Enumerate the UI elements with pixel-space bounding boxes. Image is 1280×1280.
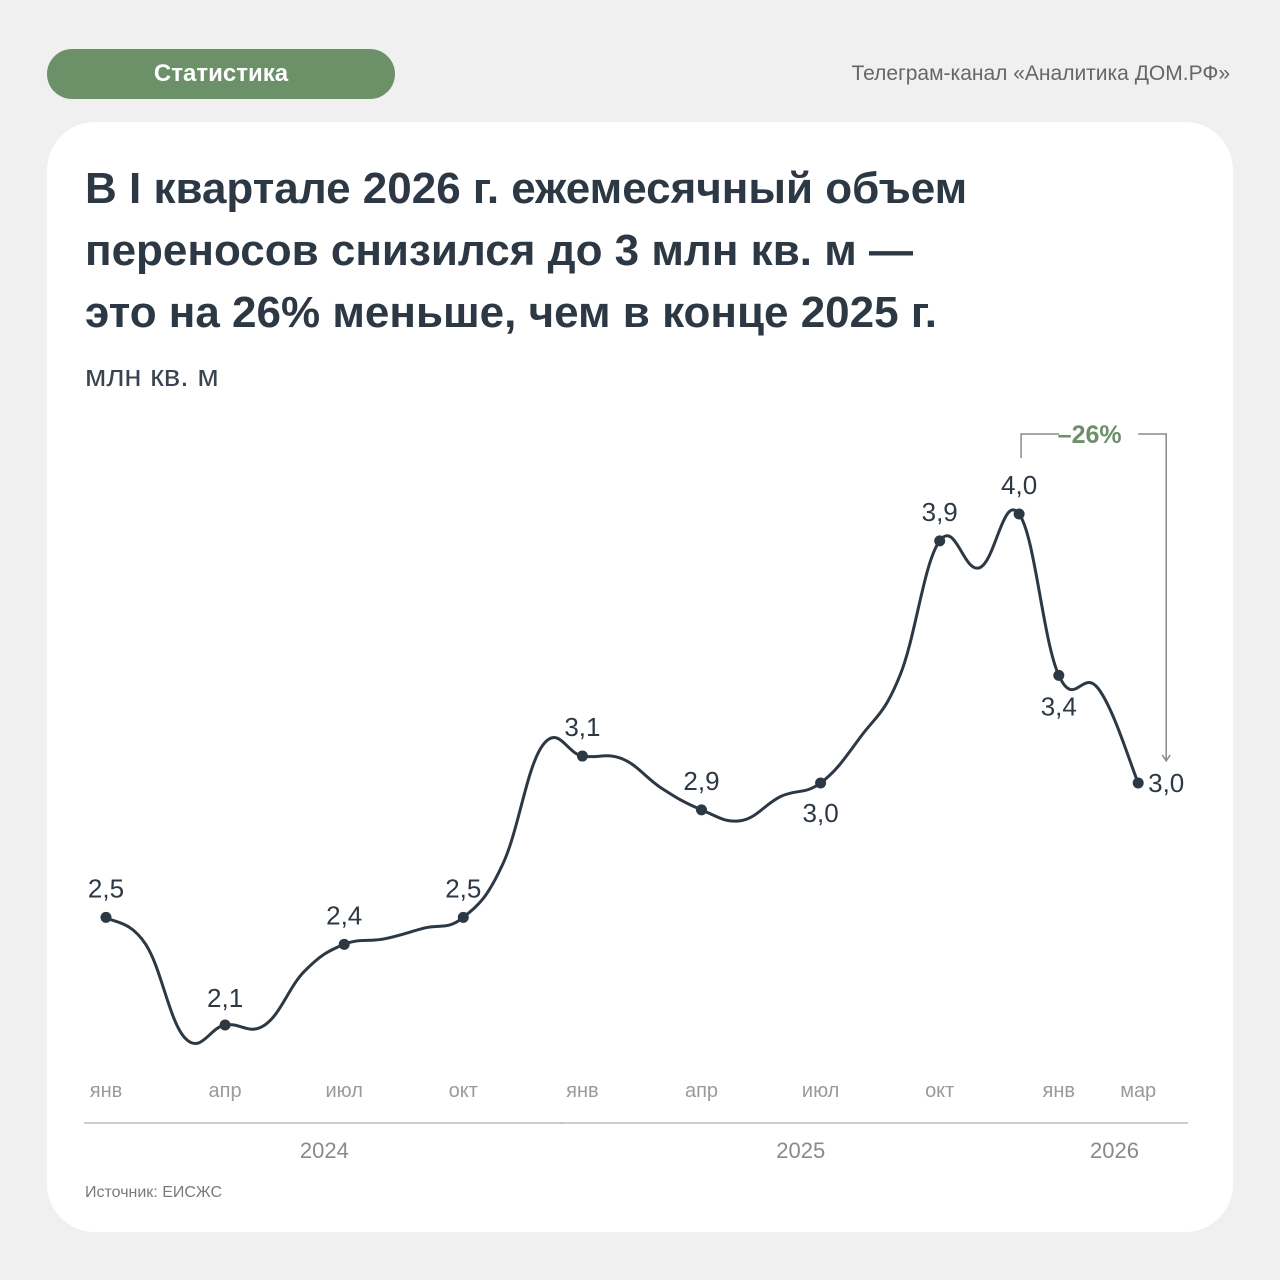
x-tick-label: янв xyxy=(566,1080,599,1102)
data-label: 2,4 xyxy=(326,900,362,930)
data-point xyxy=(100,911,112,923)
headline-line-1: В I квартале 2026 г. ежемесячный объем xyxy=(85,164,968,213)
source-note: Источник: ЕИСЖС xyxy=(85,1184,223,1201)
x-tick-label: июл xyxy=(802,1080,839,1102)
chart-headline: В I квартале 2026 г. ежемесячный объем п… xyxy=(85,158,1165,344)
data-label: 3,0 xyxy=(803,798,839,828)
data-point xyxy=(219,1019,231,1031)
year-label: 2024 xyxy=(300,1138,349,1163)
annotation-arrowhead xyxy=(1161,754,1171,763)
headline-line-2: переносов снизился до 3 млн кв. м — xyxy=(85,226,913,275)
year-label: 2025 xyxy=(776,1138,825,1163)
headline-line-3: это на 26% меньше, чем в конце 2025 г. xyxy=(85,288,937,337)
chart-card xyxy=(47,122,1233,1232)
data-label: 2,5 xyxy=(88,873,124,903)
data-label: 3,9 xyxy=(922,497,958,527)
year-label: 2026 xyxy=(1090,1138,1139,1163)
data-label: 3,1 xyxy=(564,712,600,742)
annotation-bracket-left xyxy=(1020,433,1060,458)
data-point xyxy=(696,804,707,816)
x-tick-label: янв xyxy=(1043,1080,1076,1102)
data-label: 2,9 xyxy=(683,766,719,796)
series-line xyxy=(105,508,1140,1046)
x-tick-label: апр xyxy=(685,1080,718,1102)
data-point xyxy=(815,777,827,789)
x-tick-label: апр xyxy=(209,1080,242,1102)
annotation-bracket-right xyxy=(1138,433,1167,761)
data-point xyxy=(338,938,350,950)
data-point xyxy=(934,535,946,547)
y-unit-label: млн кв. м xyxy=(85,358,219,393)
data-point xyxy=(1053,669,1065,681)
data-label: 2,5 xyxy=(445,873,481,903)
category-tag: Статистика xyxy=(47,49,395,99)
data-label: 3,0 xyxy=(1148,768,1184,798)
data-label: 3,4 xyxy=(1041,691,1077,721)
data-label: 4,0 xyxy=(1001,470,1037,500)
x-tick-label: окт xyxy=(925,1080,954,1102)
data-point xyxy=(457,911,469,923)
x-tick-label: мар xyxy=(1120,1080,1156,1102)
change-annotation-label: –26% xyxy=(1058,421,1122,449)
data-point xyxy=(576,750,588,762)
channel-label: Телеграм-канал «Аналитика ДОМ.РФ» xyxy=(851,62,1230,85)
x-tick-label: июл xyxy=(325,1080,362,1102)
x-tick-label: янв xyxy=(90,1080,123,1102)
data-label: 2,1 xyxy=(207,983,243,1013)
data-point xyxy=(1013,508,1025,520)
x-tick-label: окт xyxy=(449,1080,478,1102)
data-point xyxy=(1132,777,1144,789)
